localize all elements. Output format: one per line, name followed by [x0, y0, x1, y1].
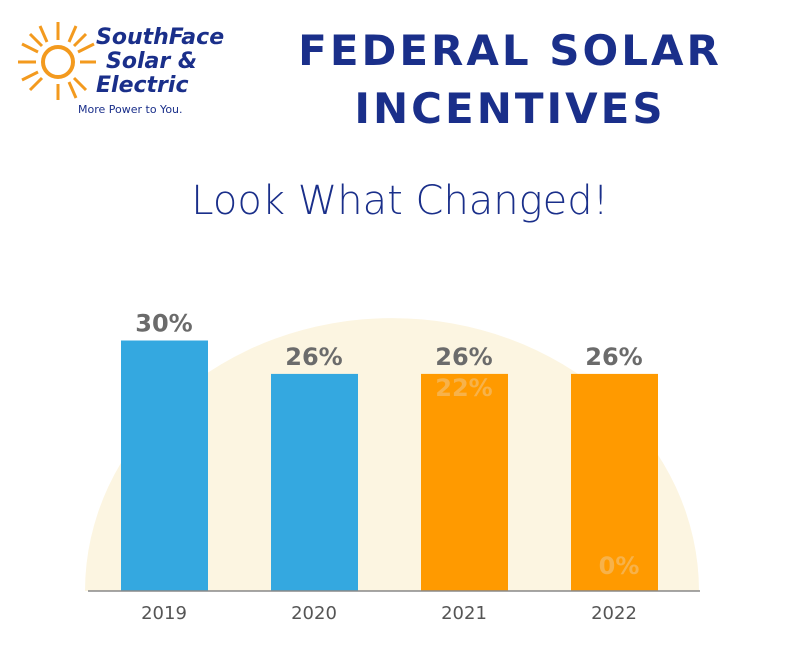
x-tick-label: 2019: [141, 603, 187, 624]
bar: [421, 373, 508, 591]
logo-line: Solar &: [106, 49, 197, 74]
value-label: 26%: [285, 343, 342, 371]
logo-line: Electric: [96, 73, 188, 98]
chart-subtitle: Look What Changed!: [191, 178, 609, 224]
bar: [571, 373, 658, 591]
logo-sun: [18, 22, 96, 100]
logo-line: SouthFace: [96, 25, 224, 50]
x-tick-label: 2021: [441, 603, 487, 624]
x-tick-label: 2020: [291, 603, 337, 624]
faded-annotation: 22%: [435, 374, 492, 402]
bar: [121, 340, 208, 591]
value-label: 30%: [135, 310, 192, 338]
value-label: 26%: [585, 343, 642, 371]
value-label: 26%: [435, 343, 492, 371]
chart-title: FEDERAL SOLAR INCENTIVES: [298, 26, 722, 133]
faded-annotation: 0%: [599, 552, 640, 580]
sun-arc-background: [85, 318, 699, 591]
logo-tagline: More Power to You.: [78, 103, 183, 116]
bar: [271, 373, 358, 591]
x-tick-label: 2022: [591, 603, 637, 624]
